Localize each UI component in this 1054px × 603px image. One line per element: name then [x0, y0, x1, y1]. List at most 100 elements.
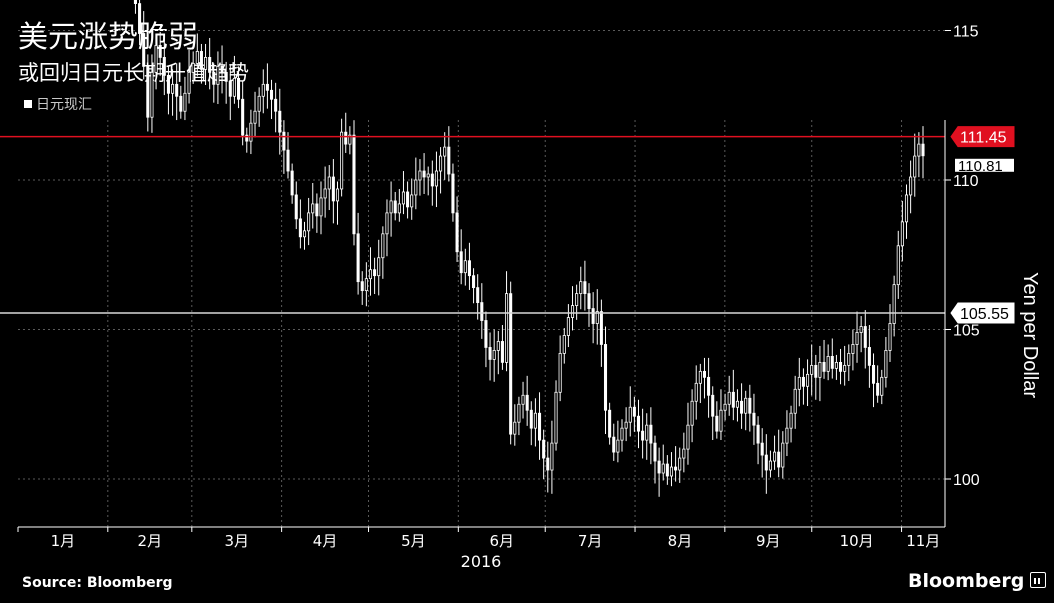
candle-body	[669, 466, 674, 477]
y-axis-label: Yen per Dollar	[1019, 272, 1041, 398]
candle-body	[822, 361, 826, 372]
candle-body	[208, 57, 212, 73]
x-tick-label: 9月	[756, 532, 781, 550]
candle-body	[472, 275, 476, 289]
candle-body	[237, 77, 241, 100]
candle-body	[723, 403, 727, 411]
candle-body	[488, 347, 492, 360]
candle-body	[550, 442, 554, 471]
candle-body	[579, 281, 583, 295]
bloomberg-logo: Bloomberg	[908, 570, 1047, 592]
reference-value-label: 105.55	[960, 306, 1009, 323]
candle-body	[748, 397, 752, 414]
candle-body	[455, 212, 459, 253]
x-tick-label: 1月	[51, 532, 76, 550]
candle-body	[315, 203, 319, 217]
candle-body	[632, 406, 636, 417]
candle-body	[591, 308, 595, 324]
candle-body	[558, 353, 562, 393]
candle-body	[900, 221, 904, 247]
candle-body	[698, 370, 702, 384]
candle-body	[566, 317, 570, 336]
terminal-icon	[1030, 572, 1047, 588]
candle-body	[789, 412, 793, 429]
candle-body	[133, 0, 137, 4]
candle-body	[785, 427, 789, 444]
candle-body	[274, 98, 278, 112]
candle-body	[921, 143, 925, 157]
candle-body	[913, 155, 917, 178]
candle-body	[768, 460, 772, 471]
candle-body	[661, 463, 665, 474]
candle-body	[818, 361, 822, 378]
candle-body	[513, 421, 517, 435]
candle-body	[797, 376, 801, 390]
candle-body	[241, 98, 245, 136]
candle-body	[212, 71, 216, 85]
candle-body	[851, 344, 855, 354]
candle-body	[711, 394, 715, 417]
candle-body	[793, 388, 797, 414]
candle-body	[867, 347, 871, 366]
candle-body	[368, 269, 373, 280]
candle-body	[484, 320, 488, 348]
legend-swatch	[24, 100, 32, 108]
candle-body	[397, 203, 401, 214]
candle-body	[294, 194, 298, 220]
candle-body	[249, 122, 253, 142]
candle-body	[377, 257, 381, 277]
last-value-tag	[955, 158, 1014, 172]
candle-body	[401, 191, 405, 205]
candle-body	[307, 212, 311, 232]
candle-body	[220, 65, 224, 73]
candle-body	[847, 353, 851, 366]
candle-body	[216, 65, 220, 85]
candle-body	[509, 293, 513, 435]
candle-body	[839, 361, 843, 372]
x-axis-year-label: 2016	[461, 552, 502, 571]
x-tick-label: 10月	[840, 532, 874, 550]
candle-body	[517, 403, 521, 423]
candle-body	[245, 134, 249, 142]
candle-body	[492, 350, 496, 360]
candle-body	[599, 311, 603, 345]
candle-body	[459, 251, 463, 274]
candle-body	[261, 83, 265, 97]
candle-body	[636, 415, 641, 432]
candle-body	[616, 439, 620, 453]
candle-body	[439, 155, 443, 172]
candle-body	[715, 415, 719, 432]
reference-value-tag	[950, 302, 1015, 324]
candle-body	[814, 364, 818, 378]
candle-body	[917, 143, 921, 157]
candle-body	[228, 80, 232, 97]
candle-body	[595, 311, 599, 324]
candle-body	[430, 173, 434, 187]
candle-body	[356, 233, 360, 283]
candle-body	[331, 176, 335, 202]
candle-body	[476, 287, 480, 303]
candle-body	[385, 212, 389, 235]
y-tick-label: 105	[953, 323, 980, 340]
candle-body	[171, 83, 175, 94]
candle-body	[834, 361, 838, 369]
y-tick-label: 100	[953, 472, 980, 489]
candle-body	[645, 424, 649, 441]
candle-body	[447, 146, 451, 175]
candle-body	[364, 278, 368, 292]
candle-body	[752, 412, 756, 426]
candle-body	[319, 197, 323, 217]
candle-body	[381, 233, 385, 259]
candle-body	[740, 400, 744, 414]
candle-body	[657, 460, 661, 474]
candle-body	[810, 364, 814, 375]
candle-body	[521, 394, 525, 405]
candle-body	[414, 179, 418, 196]
candle-body	[426, 173, 430, 178]
candle-body	[731, 391, 735, 408]
candle-body	[467, 260, 471, 277]
reference-lines: 105.55 110.81 111.45	[0, 126, 1015, 324]
candle-body	[587, 293, 591, 309]
candle-body	[344, 131, 348, 145]
